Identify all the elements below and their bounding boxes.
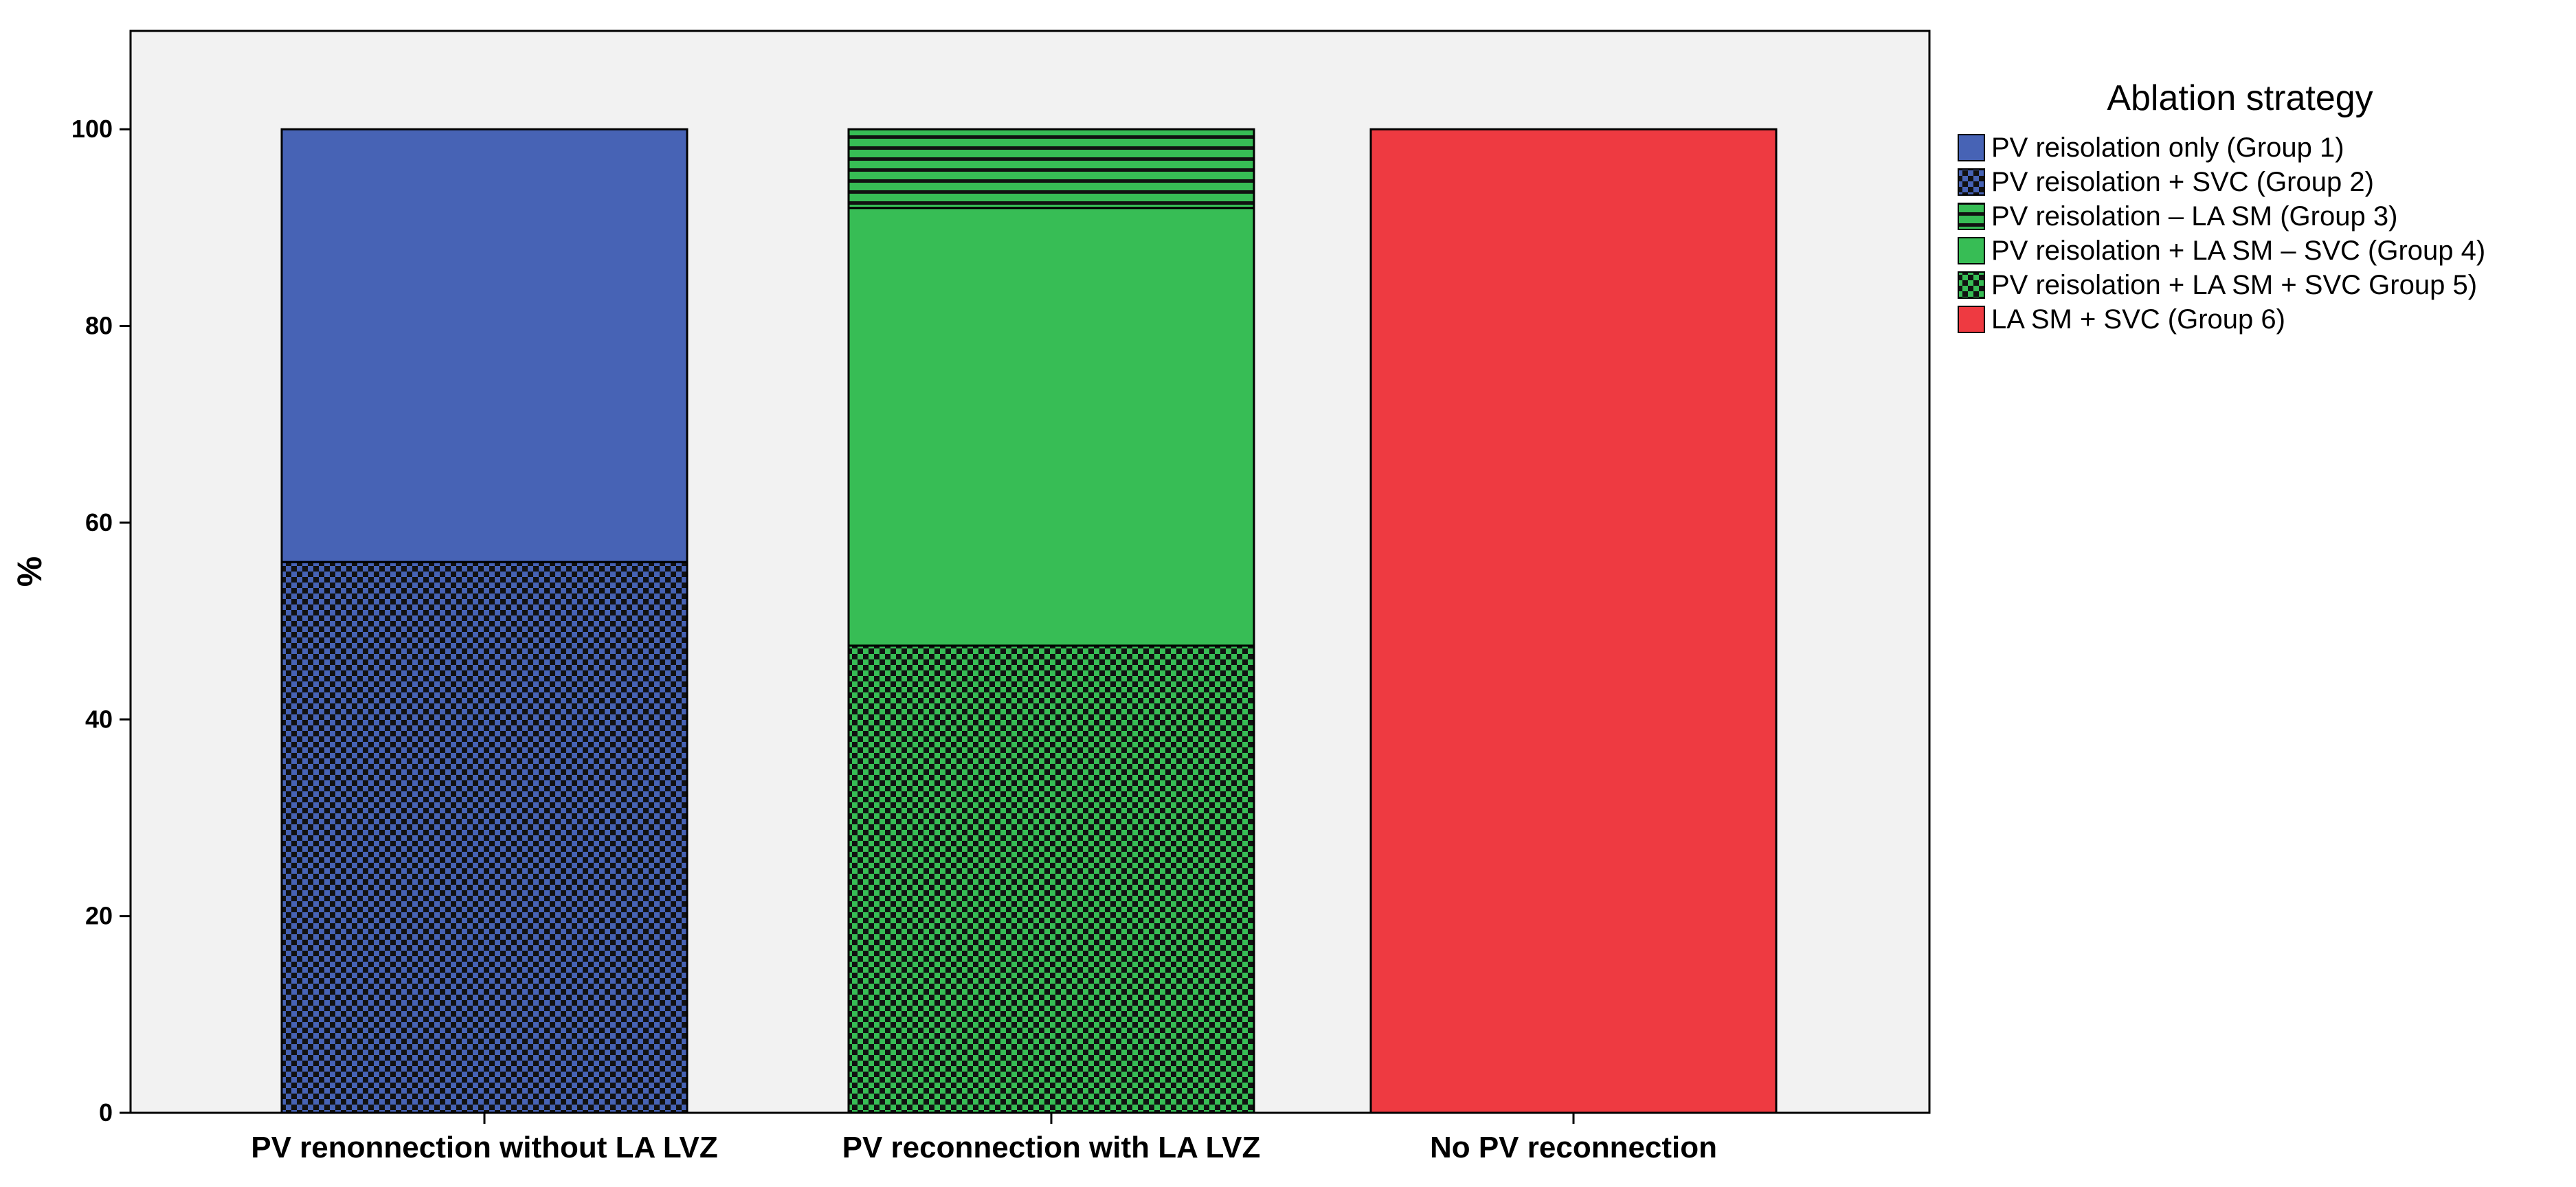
y-tick-label: 20 — [85, 902, 113, 930]
legend-swatch — [1958, 203, 1985, 230]
legend-label: PV reisolation only (Group 1) — [1991, 133, 2344, 163]
legend-title: Ablation strategy — [2107, 78, 2373, 118]
legend-swatch — [1958, 134, 1985, 161]
y-tick-label: 80 — [85, 312, 113, 340]
x-category-label: No PV reconnection — [1430, 1131, 1717, 1164]
legend-swatch — [1958, 237, 1985, 264]
bar-segment — [280, 128, 688, 563]
legend-swatch — [1958, 168, 1985, 196]
x-category-label: PV reconnection with LA LVZ — [842, 1131, 1261, 1164]
legend-label: PV reisolation + SVC (Group 2) — [1991, 167, 2374, 197]
bars-layer — [280, 128, 1778, 1114]
bar-segment — [847, 644, 1255, 1114]
legend-label: PV reisolation + LA SM – SVC (Group 4) — [1991, 236, 2485, 266]
bar-segment — [847, 128, 1255, 210]
x-category-label: PV renonnection without LA LVZ — [251, 1131, 718, 1164]
y-tick-label: 100 — [71, 115, 113, 143]
legend-label: PV reisolation + LA SM + SVC Group 5) — [1991, 270, 2477, 300]
y-tick-label: 40 — [85, 705, 113, 733]
legend: Ablation strategy PV reisolation only (G… — [1958, 78, 2485, 335]
bar-segment — [1369, 128, 1778, 1114]
bar-segment — [847, 207, 1255, 647]
legend-swatch — [1958, 306, 1985, 333]
y-axis-title: % — [10, 556, 49, 587]
x-axis: PV renonnection without LA LVZ PV reconne… — [251, 1113, 1717, 1164]
y-tick-label: 0 — [99, 1098, 113, 1127]
bar-segment — [280, 561, 688, 1114]
y-tick-label: 60 — [85, 508, 113, 536]
legend-label: PV reisolation – LA SM (Group 3) — [1991, 201, 2397, 231]
legend-swatch — [1958, 271, 1985, 299]
legend-label: LA SM + SVC (Group 6) — [1991, 304, 2285, 335]
y-axis: 0 20 40 60 80 100 — [71, 115, 131, 1127]
